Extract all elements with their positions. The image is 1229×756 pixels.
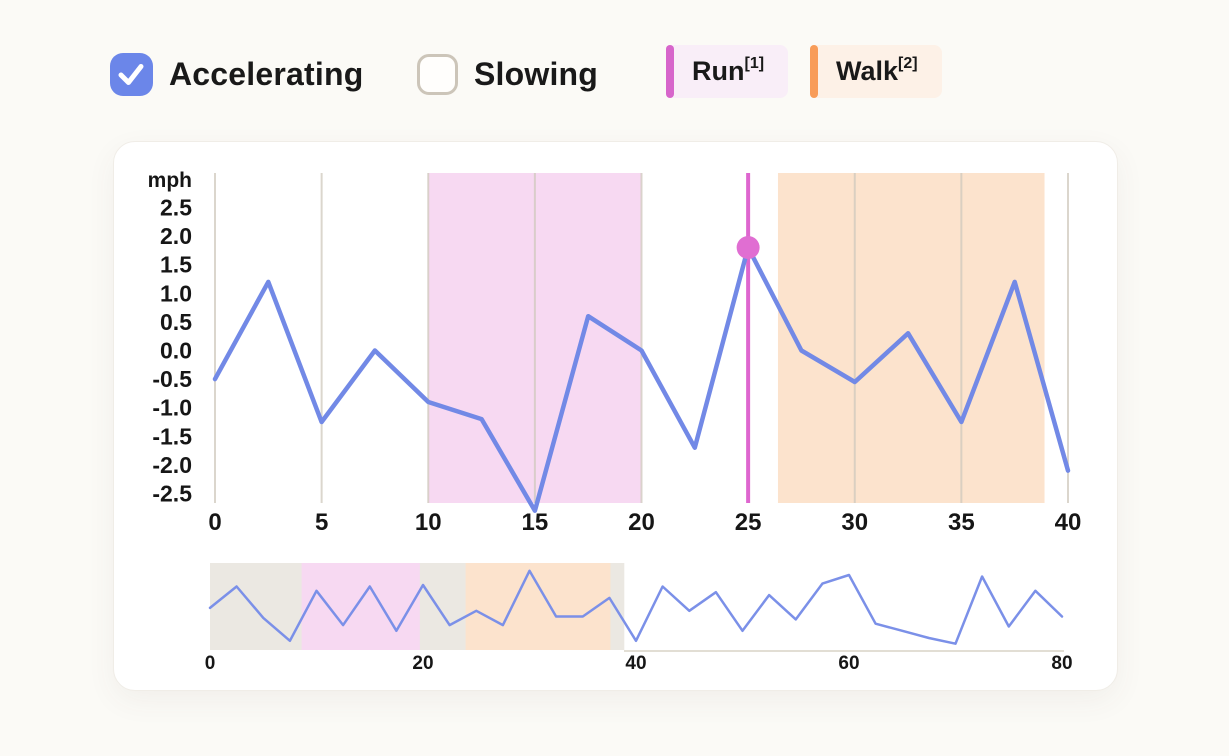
overview-region-walk <box>465 563 611 650</box>
checkmark-icon <box>118 64 144 85</box>
accelerating-toggle[interactable]: Accelerating <box>110 53 363 96</box>
main-xtick-15: 15 <box>522 509 549 536</box>
slowing-label[interactable]: Slowing <box>474 56 599 92</box>
overview-xtick-0: 0 <box>205 653 216 674</box>
main-ytick--0.5: -0.5 <box>152 366 192 392</box>
overview-xtick-40: 40 <box>625 653 646 674</box>
main-ytick--1.0: -1.0 <box>152 395 192 421</box>
main-xtick-25: 25 <box>735 509 762 536</box>
run-chip-sup: [1] <box>744 55 765 72</box>
overview-xtick-80: 80 <box>1051 653 1072 674</box>
slowing-checkbox[interactable] <box>417 54 458 95</box>
main-ytick-1.5: 1.5 <box>160 252 192 278</box>
walk-chip-sup: [2] <box>898 55 918 72</box>
legend-walk-chip[interactable]: Walk[2] <box>810 45 942 98</box>
walk-color-bar <box>810 45 818 98</box>
main-xtick-0: 0 <box>208 509 221 536</box>
main-xtick-35: 35 <box>948 509 975 536</box>
slowing-toggle[interactable]: Slowing <box>417 54 598 95</box>
run-chip-label: Run[1] <box>692 55 765 86</box>
overview-line <box>208 569 1064 645</box>
legend-run-chip[interactable]: Run[1] <box>666 45 789 98</box>
main-ytick-1.0: 1.0 <box>160 280 192 306</box>
main-xtick-10: 10 <box>415 509 442 536</box>
main-ytick--1.5: -1.5 <box>152 423 192 449</box>
main-ytick--2.0: -2.0 <box>152 452 192 478</box>
main-xtick-30: 30 <box>841 509 868 536</box>
run-color-bar <box>666 45 674 98</box>
main-ytick-2.0: 2.0 <box>160 223 192 249</box>
accelerating-checkbox[interactable] <box>110 53 153 96</box>
main-ytick-0.0: 0.0 <box>160 338 192 364</box>
cursor-dot[interactable] <box>736 236 760 260</box>
main-ytick-0.5: 0.5 <box>160 309 192 335</box>
accelerating-label[interactable]: Accelerating <box>169 56 364 92</box>
main-xtick-40: 40 <box>1055 509 1082 536</box>
walk-chip-label: Walk[2] <box>836 55 918 86</box>
main-ytick--2.5: -2.5 <box>152 481 192 507</box>
overview-region-run <box>301 563 420 650</box>
main-ytick-2.5: 2.5 <box>160 195 192 221</box>
y-axis-unit-label: mph <box>148 169 192 192</box>
main-xtick-5: 5 <box>315 509 328 536</box>
overview-xtick-20: 20 <box>412 653 433 674</box>
controls-row: Accelerating Slowing Run[1] Walk[2] <box>0 0 1229 120</box>
overview-xtick-60: 60 <box>838 653 859 674</box>
speed-line <box>212 245 1071 513</box>
main-xtick-20: 20 <box>628 509 655 536</box>
